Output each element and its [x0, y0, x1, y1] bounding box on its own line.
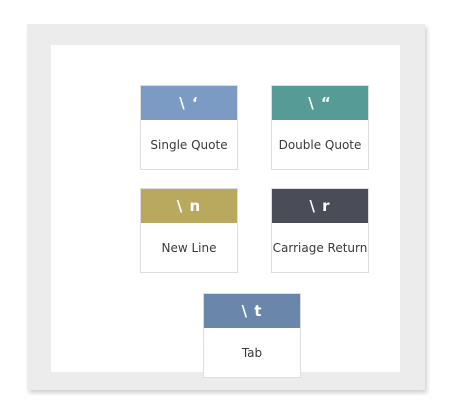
escape-code-new-line: \ n [141, 189, 237, 223]
escape-label-double-quote: Double Quote [278, 137, 362, 152]
escape-card-single-quote: \ ‘ Single Quote [140, 85, 238, 170]
escape-label-tab: Tab [241, 345, 263, 360]
diagram-panel: \ ‘ Single Quote \ “ Double Quote \ n Ne… [51, 45, 400, 378]
escape-label-single-quote: Single Quote [150, 137, 228, 152]
escape-label-new-line: New Line [161, 240, 217, 255]
escape-card-double-quote: \ “ Double Quote [271, 85, 369, 170]
escape-card-carriage-return: \ r Carriage Return [271, 188, 369, 273]
diagram-frame: \ ‘ Single Quote \ “ Double Quote \ n Ne… [27, 24, 425, 390]
escape-card-new-line: \ n New Line [140, 188, 238, 273]
escape-label-carriage-return: Carriage Return [272, 240, 368, 255]
escape-card-tab: \ t Tab [203, 293, 301, 378]
escape-code-tab: \ t [204, 294, 300, 328]
escape-code-carriage-return: \ r [272, 189, 368, 223]
escape-code-double-quote: \ “ [272, 86, 368, 120]
escape-code-single-quote: \ ‘ [141, 86, 237, 120]
